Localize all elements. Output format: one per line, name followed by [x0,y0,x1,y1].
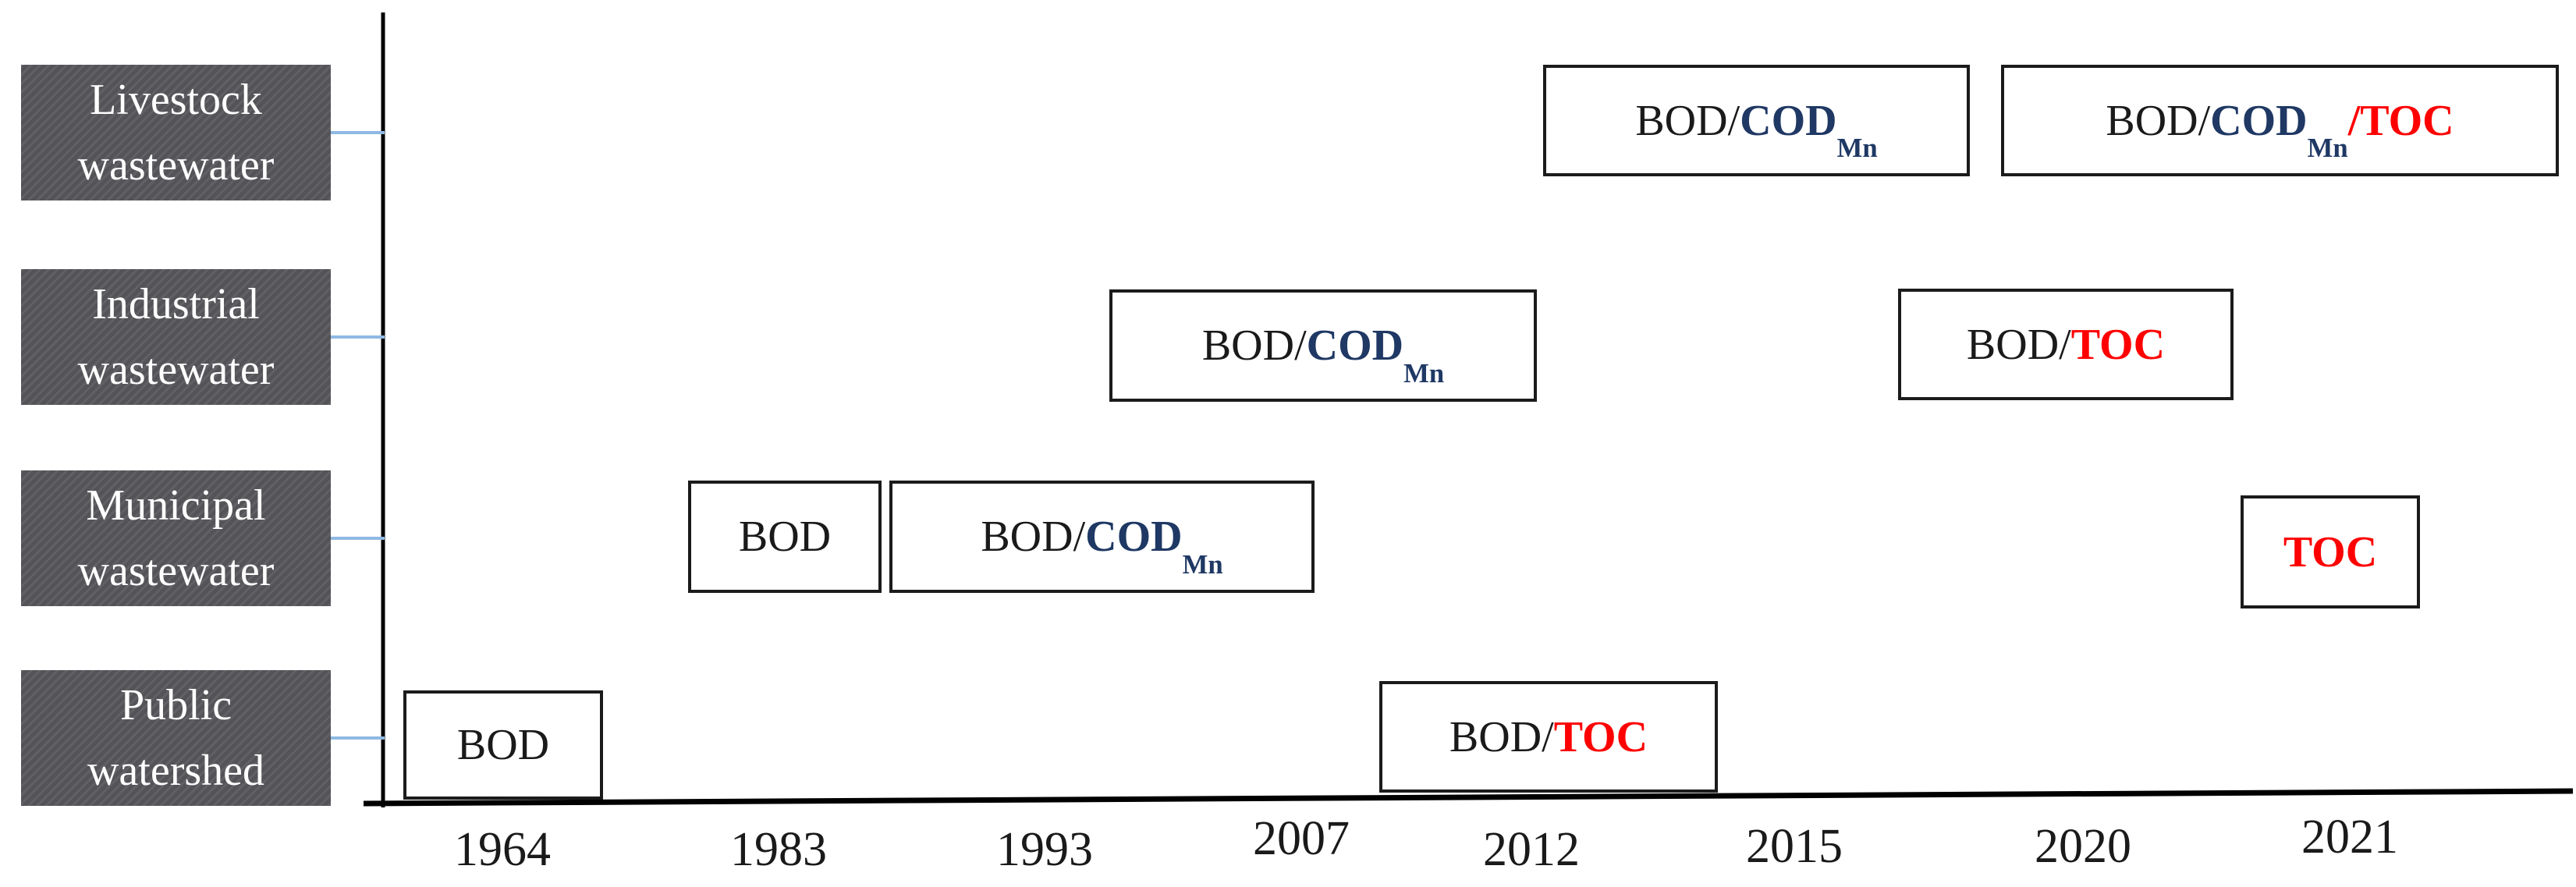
period-box-livestock-bod-codmn: BOD / COD Mn [1543,65,1970,176]
param-segment-bod: BOD [1635,96,1728,145]
param-segment-bod: BOD [1449,712,1542,761]
param-segment-mn: Mn [1182,548,1223,580]
category-label-line: watershed [87,747,264,795]
param-segment-: / [2059,320,2071,369]
year-label-2021: 2021 [2301,811,2398,864]
year-label-2012: 2012 [1483,823,1580,876]
param-segment-: / [2347,96,2361,145]
category-industrial-wastewater: Industrial wastewater [21,269,331,405]
category-label-line: Industrial [92,280,260,328]
param-segment-bod: BOD [2106,96,2198,145]
param-segment-bod: BOD [738,513,832,561]
x-axis-line [363,788,2574,807]
param-segment-: / [2198,96,2211,145]
param-segment-: / [1073,513,1086,561]
connector-municipal-wastewater [331,537,385,540]
param-segment-: / [1294,321,1307,370]
connector-livestock-wastewater [331,131,385,134]
category-municipal-wastewater: Municipal wastewater [21,470,331,606]
period-box-industrial-bod-codmn: BOD / COD Mn [1109,289,1537,402]
param-segment-bod: BOD [456,721,550,769]
category-label-line: Public [119,681,232,729]
category-public-watershed: Public watershed [21,670,331,806]
param-segment-toc: TOC [2283,527,2378,577]
year-label-1983: 1983 [730,823,827,876]
period-box-municipal-bod-codmn: BOD / COD Mn [889,481,1315,593]
param-segment-toc: TOC [1553,712,1648,761]
category-livestock-wastewater: Livestock wastewater [21,65,331,200]
period-box-municipal-bod: BOD [688,481,882,593]
param-segment-mn: Mn [1403,357,1445,389]
year-label-1993: 1993 [996,823,1093,876]
param-segment-: / [1727,96,1740,145]
category-label-line: wastewater [77,141,275,190]
connector-public-watershed [331,736,385,740]
year-label-2007: 2007 [1253,812,1350,865]
period-box-public-bod: BOD [403,690,603,800]
param-segment-toc: TOC [2360,96,2454,145]
param-segment-mn: Mn [2307,132,2348,163]
param-segment-cod: COD [1740,96,1837,145]
period-box-municipal-toc: TOC [2241,495,2420,608]
param-segment-bod: BOD [1201,321,1295,370]
param-segment-cod: COD [2210,96,2308,145]
period-box-industrial-bod-toc: BOD / TOC [1898,289,2234,400]
param-segment-toc: TOC [2070,320,2166,369]
connector-industrial-wastewater [331,335,385,339]
param-segment-cod: COD [1306,321,1404,370]
category-label-line: Municipal [86,481,266,530]
year-label-2015: 2015 [1746,820,1843,873]
param-segment-bod: BOD [981,513,1073,561]
param-segment-mn: Mn [1836,132,1878,163]
category-label-line: wastewater [77,346,275,394]
year-label-2020: 2020 [2035,820,2131,873]
param-segment-cod: COD [1085,513,1183,561]
category-label-line: wastewater [77,547,275,595]
param-segment-bod: BOD [1966,320,2060,369]
category-label-line: Livestock [90,76,262,124]
param-segment-: / [1542,712,1554,761]
year-label-1964: 1964 [454,823,551,876]
period-box-public-bod-toc: BOD / TOC [1379,681,1718,793]
period-box-livestock-bod-codmn-toc: BOD / COD Mn / TOC [2001,65,2559,176]
